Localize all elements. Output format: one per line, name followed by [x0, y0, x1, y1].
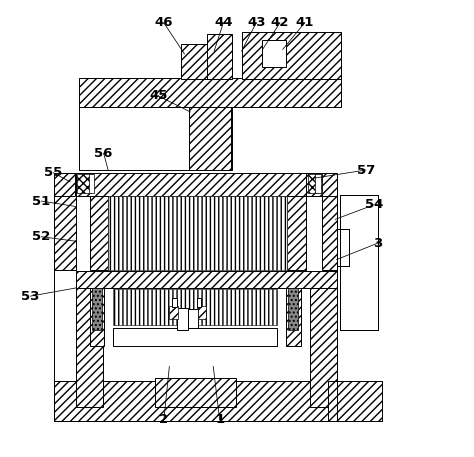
- Bar: [108, 196, 287, 270]
- Bar: [242, 32, 341, 79]
- Bar: [198, 306, 206, 319]
- Text: 55: 55: [44, 166, 63, 179]
- Bar: [189, 107, 231, 170]
- Bar: [328, 381, 383, 421]
- Bar: [310, 288, 337, 407]
- Bar: [231, 107, 232, 170]
- Bar: [79, 78, 341, 107]
- Bar: [286, 288, 301, 346]
- Bar: [207, 34, 232, 79]
- Bar: [328, 381, 383, 421]
- Bar: [155, 378, 236, 407]
- Bar: [337, 229, 349, 266]
- Bar: [197, 298, 201, 307]
- Bar: [188, 309, 198, 328]
- Bar: [169, 306, 178, 319]
- Bar: [54, 173, 75, 196]
- Bar: [54, 174, 76, 270]
- Bar: [79, 107, 189, 170]
- Bar: [181, 44, 232, 79]
- Bar: [262, 40, 286, 67]
- Bar: [89, 174, 94, 193]
- Bar: [340, 195, 378, 330]
- Text: 45: 45: [149, 90, 168, 102]
- Text: 53: 53: [21, 290, 40, 303]
- Bar: [113, 289, 277, 325]
- Text: 46: 46: [155, 16, 173, 29]
- Bar: [177, 308, 188, 330]
- Bar: [113, 328, 277, 346]
- Text: 43: 43: [247, 16, 265, 29]
- Text: 57: 57: [357, 164, 375, 176]
- Bar: [76, 173, 321, 196]
- Bar: [172, 298, 177, 307]
- Bar: [308, 174, 321, 193]
- Text: 54: 54: [365, 198, 383, 211]
- Polygon shape: [306, 173, 321, 196]
- Bar: [90, 196, 108, 270]
- Text: 56: 56: [94, 147, 113, 159]
- Bar: [288, 288, 298, 330]
- Bar: [76, 288, 103, 407]
- Bar: [54, 381, 337, 421]
- Text: 42: 42: [271, 16, 289, 29]
- Text: 3: 3: [373, 237, 383, 250]
- Text: 51: 51: [32, 195, 51, 207]
- Text: 2: 2: [159, 413, 168, 426]
- Bar: [315, 174, 320, 193]
- Text: 44: 44: [214, 16, 233, 29]
- Bar: [321, 173, 337, 196]
- Text: 52: 52: [32, 230, 51, 243]
- Bar: [287, 196, 306, 270]
- Bar: [321, 174, 337, 270]
- Bar: [77, 174, 91, 193]
- Bar: [90, 288, 104, 346]
- Text: 1: 1: [215, 413, 224, 426]
- Bar: [76, 271, 337, 288]
- Text: 41: 41: [295, 16, 314, 29]
- Bar: [91, 288, 102, 330]
